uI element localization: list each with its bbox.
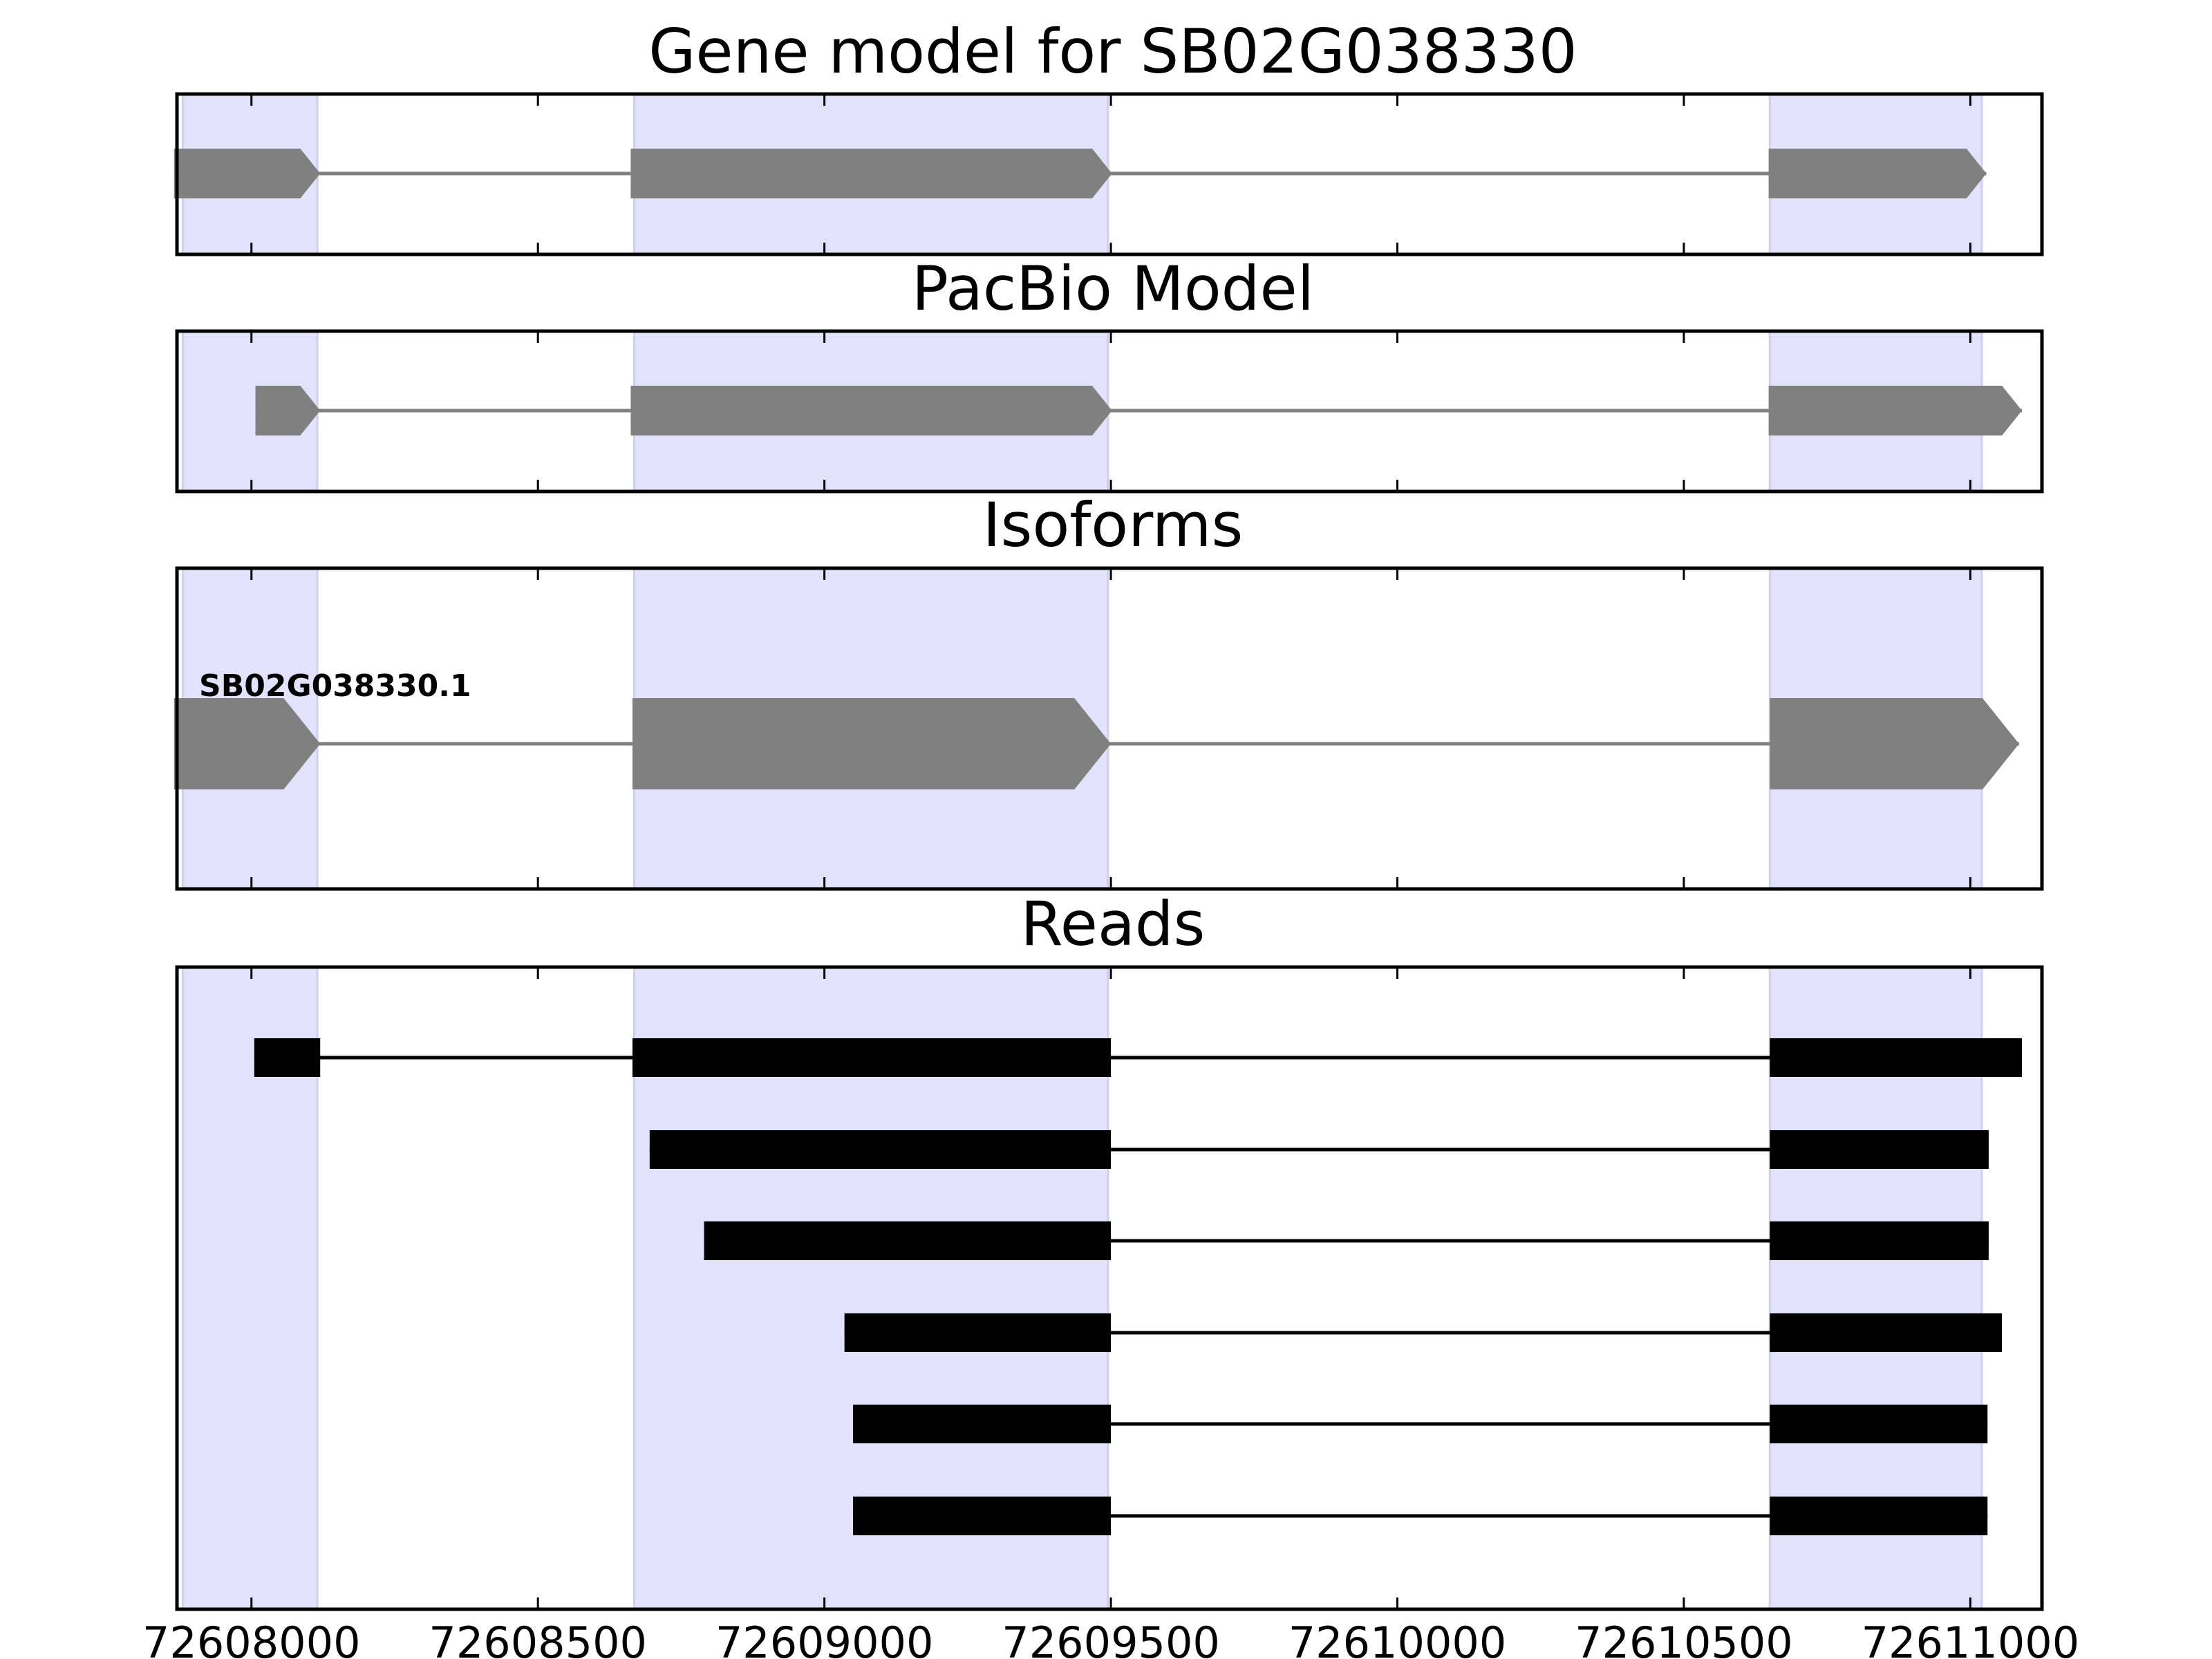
read-exon-block — [1770, 1405, 1988, 1443]
panel-plot-area — [174, 566, 2044, 891]
isoform-label: SB02G038330.1 — [199, 668, 471, 704]
read-exon-block — [844, 1313, 1112, 1352]
x-tick-label: 72609500 — [1002, 1618, 1220, 1659]
panel-plot-area — [175, 965, 2044, 1611]
panel-plot-area — [175, 329, 2044, 494]
exon-arrow — [1768, 386, 2022, 435]
read-exon-block — [649, 1130, 1112, 1169]
panel-plot-area — [174, 92, 2044, 256]
read-exon-block — [632, 1038, 1112, 1077]
reads-panel: Reads — [175, 888, 2044, 1611]
exon-arrow — [174, 698, 321, 789]
read-exon-block — [1770, 1221, 1989, 1260]
panel-frame — [175, 92, 2044, 256]
panel-frame — [175, 566, 2044, 891]
exon-arrow — [632, 698, 1112, 789]
panel-frame — [175, 965, 2044, 1611]
exon-arrow — [630, 149, 1112, 198]
pacbio-model-panel: PacBio Model — [175, 253, 2044, 494]
reads-panel-title: Reads — [1021, 888, 1206, 959]
gene-model-panel-title: Gene model for SB02G038330 — [648, 16, 1577, 87]
exon-arrow — [1770, 698, 2019, 789]
read-exon-block — [704, 1221, 1112, 1260]
read-exon-block — [1770, 1313, 2002, 1352]
panel-frame — [175, 329, 2044, 494]
read-exon-block — [254, 1038, 321, 1077]
read-exon-block — [1770, 1130, 1989, 1169]
read-exon-block — [1770, 1497, 1988, 1535]
x-tick-label: 72610000 — [1288, 1618, 1507, 1659]
x-tick-label: 72609000 — [715, 1618, 934, 1659]
exon-arrow — [174, 149, 321, 198]
read-exon-block — [853, 1497, 1112, 1535]
x-tick-label: 72611000 — [1862, 1618, 2080, 1659]
x-axis-tick-labels: 72608000 72608500 72609000 72609500 7261… — [142, 1618, 2079, 1659]
pacbio-model-panel-title: PacBio Model — [912, 253, 1314, 324]
isoforms-panel: Isoforms SB02G038330.1 — [174, 489, 2044, 891]
x-tick-label: 72608500 — [429, 1618, 647, 1659]
exon-arrow — [255, 386, 321, 435]
isoforms-panel-title: Isoforms — [983, 489, 1244, 561]
x-tick-label: 72608000 — [142, 1618, 361, 1659]
exon-arrow — [630, 386, 1112, 435]
exon-arrow — [1768, 149, 1987, 198]
gene-model-panel: Gene model for SB02G038330 — [174, 16, 2044, 256]
read-exon-block — [1770, 1038, 2022, 1077]
read-exon-block — [853, 1405, 1112, 1443]
x-tick-label: 72610500 — [1575, 1618, 1793, 1659]
